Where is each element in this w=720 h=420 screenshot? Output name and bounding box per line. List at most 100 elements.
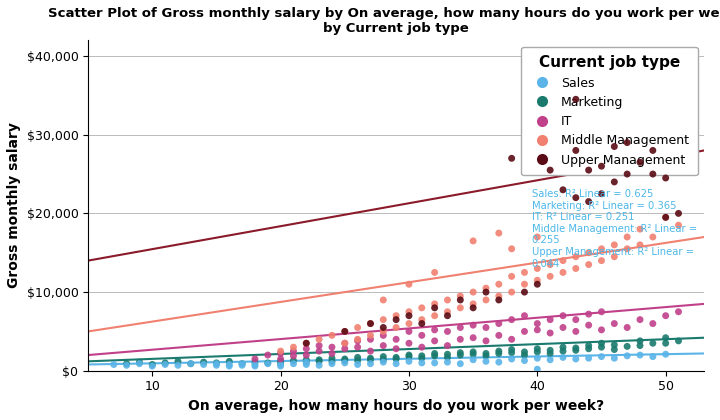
Point (647, 171, 659, 177)
Point (172, 362, 184, 369)
Point (570, 96, 582, 102)
Point (121, 360, 132, 367)
Point (660, 175, 672, 181)
Point (288, 360, 300, 367)
Point (480, 285, 492, 291)
Point (429, 352, 441, 359)
Point (313, 336, 325, 343)
Point (570, 344, 582, 351)
Point (583, 261, 595, 268)
Point (403, 308, 415, 315)
Point (352, 344, 364, 351)
Point (621, 139, 633, 146)
Point (441, 354, 453, 361)
Point (326, 332, 338, 339)
Point (608, 355, 620, 362)
Point (429, 304, 441, 311)
Point (493, 320, 505, 327)
Point (275, 350, 287, 357)
Point (454, 304, 466, 311)
Point (480, 338, 492, 344)
Point (454, 352, 466, 358)
Point (288, 348, 300, 354)
Point (403, 312, 415, 319)
Point (531, 277, 543, 284)
Point (621, 171, 633, 177)
Point (377, 342, 389, 349)
Point (506, 349, 518, 356)
Point (339, 356, 351, 362)
Point (146, 361, 158, 368)
Point (506, 346, 518, 353)
Point (595, 163, 607, 170)
Point (454, 336, 466, 343)
Point (608, 346, 620, 353)
Point (339, 357, 351, 364)
Point (480, 324, 492, 331)
Point (236, 362, 248, 369)
Point (390, 345, 402, 352)
Point (326, 358, 338, 365)
Point (595, 308, 607, 315)
Point (608, 320, 620, 327)
Point (518, 357, 530, 364)
Point (518, 349, 530, 355)
Point (480, 350, 492, 357)
Point (198, 359, 210, 365)
Point (403, 352, 415, 358)
Point (480, 297, 492, 303)
Point (557, 312, 569, 319)
Point (506, 245, 518, 252)
Point (660, 312, 672, 319)
Point (326, 344, 338, 351)
Point (441, 342, 453, 349)
Point (544, 167, 556, 173)
Point (390, 324, 402, 331)
Point (429, 326, 441, 333)
Point (557, 324, 569, 331)
Point (339, 328, 351, 335)
Point (185, 360, 197, 367)
Point (429, 360, 441, 366)
Point (583, 198, 595, 205)
Point (275, 348, 287, 354)
Point (621, 352, 633, 359)
Point (583, 345, 595, 352)
Point (531, 265, 543, 272)
Point (236, 360, 248, 367)
Point (647, 234, 659, 240)
Point (429, 338, 441, 344)
Point (467, 301, 479, 307)
Point (570, 316, 582, 323)
Point (634, 241, 646, 248)
Point (595, 353, 607, 360)
Point (531, 281, 543, 288)
Point (429, 269, 441, 276)
Point (493, 359, 505, 365)
Point (634, 316, 646, 323)
Point (518, 289, 530, 295)
Point (339, 360, 351, 366)
Title: Scatter Plot of Gross monthly salary by On average, how many hours do you work p: Scatter Plot of Gross monthly salary by … (48, 7, 720, 35)
Point (660, 214, 672, 220)
Point (557, 257, 569, 264)
Point (544, 347, 556, 354)
Point (518, 312, 530, 319)
Point (416, 332, 428, 339)
Point (313, 348, 325, 354)
Point (365, 332, 377, 339)
Point (570, 253, 582, 260)
Point (377, 316, 389, 323)
Point (557, 269, 569, 276)
Point (608, 253, 620, 260)
Point (621, 234, 633, 240)
Point (300, 359, 312, 365)
Point (544, 316, 556, 323)
Legend: Sales, Marketing, IT, Middle Management, Upper Management: Sales, Marketing, IT, Middle Management,… (521, 47, 698, 175)
Point (288, 344, 300, 351)
Point (172, 358, 184, 365)
Point (416, 320, 428, 327)
Point (506, 316, 518, 323)
Point (300, 345, 312, 352)
Point (300, 352, 312, 358)
